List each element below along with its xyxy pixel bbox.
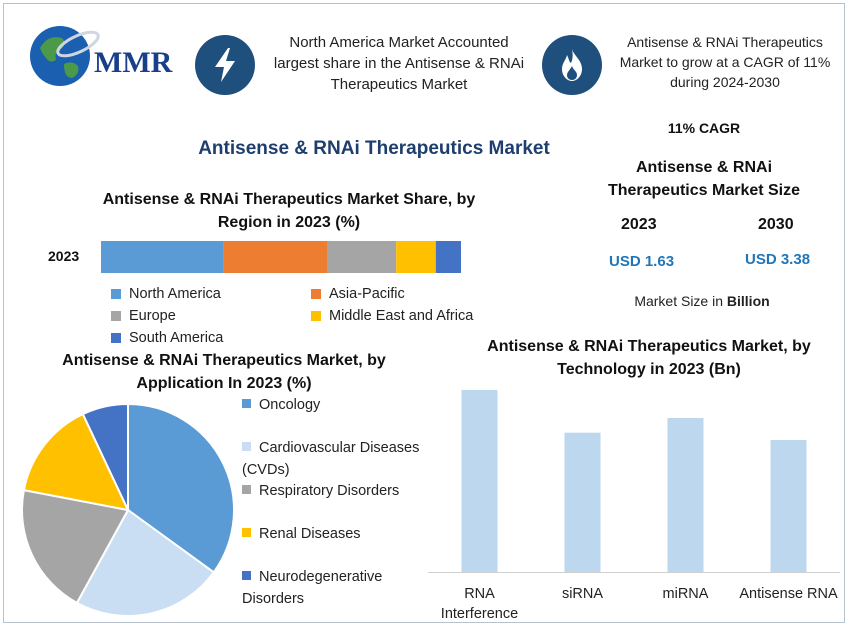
value-2023: USD 1.63: [609, 253, 675, 270]
pie-slice-renal-diseases: [22, 412, 130, 512]
cagr-label: 11% CAGR: [667, 120, 741, 136]
highlight-cagr: Antisense & RNAi Therapeutics Market to …: [619, 34, 831, 90]
market-size-note-unit: Billion: [726, 293, 770, 309]
legend-swatch: [111, 289, 121, 299]
market-size-note-prefix: Market Size in: [634, 293, 727, 309]
legend-label: Asia-Pacific: [329, 286, 405, 302]
highlight-north-america: North America Market Accounted largest s…: [273, 34, 525, 93]
application-legend-cardiovascular-diseases-cvds: Cardiovascular Diseases (CVDs): [242, 437, 432, 481]
region-legend-north-america: North America: [111, 286, 221, 302]
legend-label: Europe: [129, 308, 176, 324]
value-2030: USD 3.38: [745, 251, 811, 268]
legend-label: Respiratory Disorders: [259, 483, 400, 499]
tech-label-antisense-rna: Antisense RNA: [739, 586, 838, 602]
legend-label: Neurodegenerative Disorders: [242, 569, 383, 607]
technology-chart-title: Antisense & RNAi Therapeutics Market, by…: [487, 338, 811, 378]
pie-slice-cardiovascular-diseases-cvds: [75, 508, 216, 617]
region-segment-middle-east-and-africa: [396, 241, 436, 273]
region-segment-north-america: [101, 241, 224, 273]
market-size-title: Antisense & RNAi Therapeutics Market Siz…: [607, 159, 801, 199]
legend-label: Oncology: [259, 397, 321, 413]
application-legend-oncology: Oncology: [242, 394, 432, 416]
legend-label: Renal Diseases: [259, 526, 361, 542]
region-chart-title: Antisense & RNAi Therapeutics Market Sha…: [102, 191, 476, 231]
mmr-logo: MMR: [30, 26, 173, 86]
lightning-icon: [215, 48, 235, 82]
year-2030: 2030: [758, 216, 794, 233]
region-segment-asia-pacific: [223, 241, 328, 273]
tech-bar-mirna: [667, 418, 704, 572]
pie-slice-neurodegenerative-disorders: [81, 402, 129, 511]
region-segment-south-america: [435, 241, 461, 273]
technology-bar-chart: [428, 390, 840, 573]
legend-swatch: [311, 311, 321, 321]
tech-label-mirna: miRNA: [662, 586, 709, 602]
legend-swatch: [111, 333, 121, 343]
legend-swatch: [242, 442, 251, 451]
legend-swatch: [311, 289, 321, 299]
region-legend-south-america: South America: [111, 330, 223, 346]
main-title: Antisense & RNAi Therapeutics Market: [198, 138, 550, 159]
region-legend-middle-east-and-africa: Middle East and Africa: [311, 308, 473, 324]
legend-label: North America: [129, 286, 221, 302]
legend-swatch: [242, 485, 251, 494]
application-legend-respiratory-disorders: Respiratory Disorders: [242, 480, 432, 502]
application-legend-renal-diseases: Renal Diseases: [242, 523, 432, 545]
pie-slice-respiratory-disorders: [21, 488, 130, 605]
legend-swatch: [242, 399, 251, 408]
lightning-icon-circle: [195, 35, 255, 95]
flame-icon-circle: [542, 35, 602, 95]
legend-label: South America: [129, 330, 224, 346]
logo-text: MMR: [94, 46, 173, 79]
legend-swatch: [242, 571, 251, 580]
region-year-label: 2023: [48, 248, 80, 264]
tech-bar-antisense-rna: [770, 440, 807, 572]
infographic: MMR North America Market Accounted large…: [3, 3, 845, 623]
tech-label-sirna: siRNA: [561, 586, 604, 602]
tech-bar-rna-interference: [461, 390, 498, 572]
year-2023: 2023: [621, 216, 657, 233]
tech-bar-sirna: [564, 432, 601, 572]
region-segment-europe: [327, 241, 397, 273]
legend-swatch: [242, 528, 251, 537]
market-size-note: Market Size in Billion: [592, 293, 812, 309]
flame-icon: [562, 49, 582, 81]
legend-label: Cardiovascular Diseases (CVDs): [242, 440, 420, 478]
region-legend-asia-pacific: Asia-Pacific: [311, 286, 405, 302]
pie-slice-oncology: [127, 402, 235, 574]
application-legend-neurodegenerative-disorders: Neurodegenerative Disorders: [242, 566, 432, 610]
legend-label: Middle East and Africa: [329, 308, 474, 324]
legend-swatch: [111, 311, 121, 321]
application-pie: [21, 402, 235, 617]
tech-label-rna-interference: RNA Interference: [440, 586, 519, 622]
region-stacked-bar: [101, 241, 461, 273]
application-chart-title: Antisense & RNAi Therapeutics Market, by…: [62, 352, 386, 392]
region-legend-europe: Europe: [111, 308, 176, 324]
